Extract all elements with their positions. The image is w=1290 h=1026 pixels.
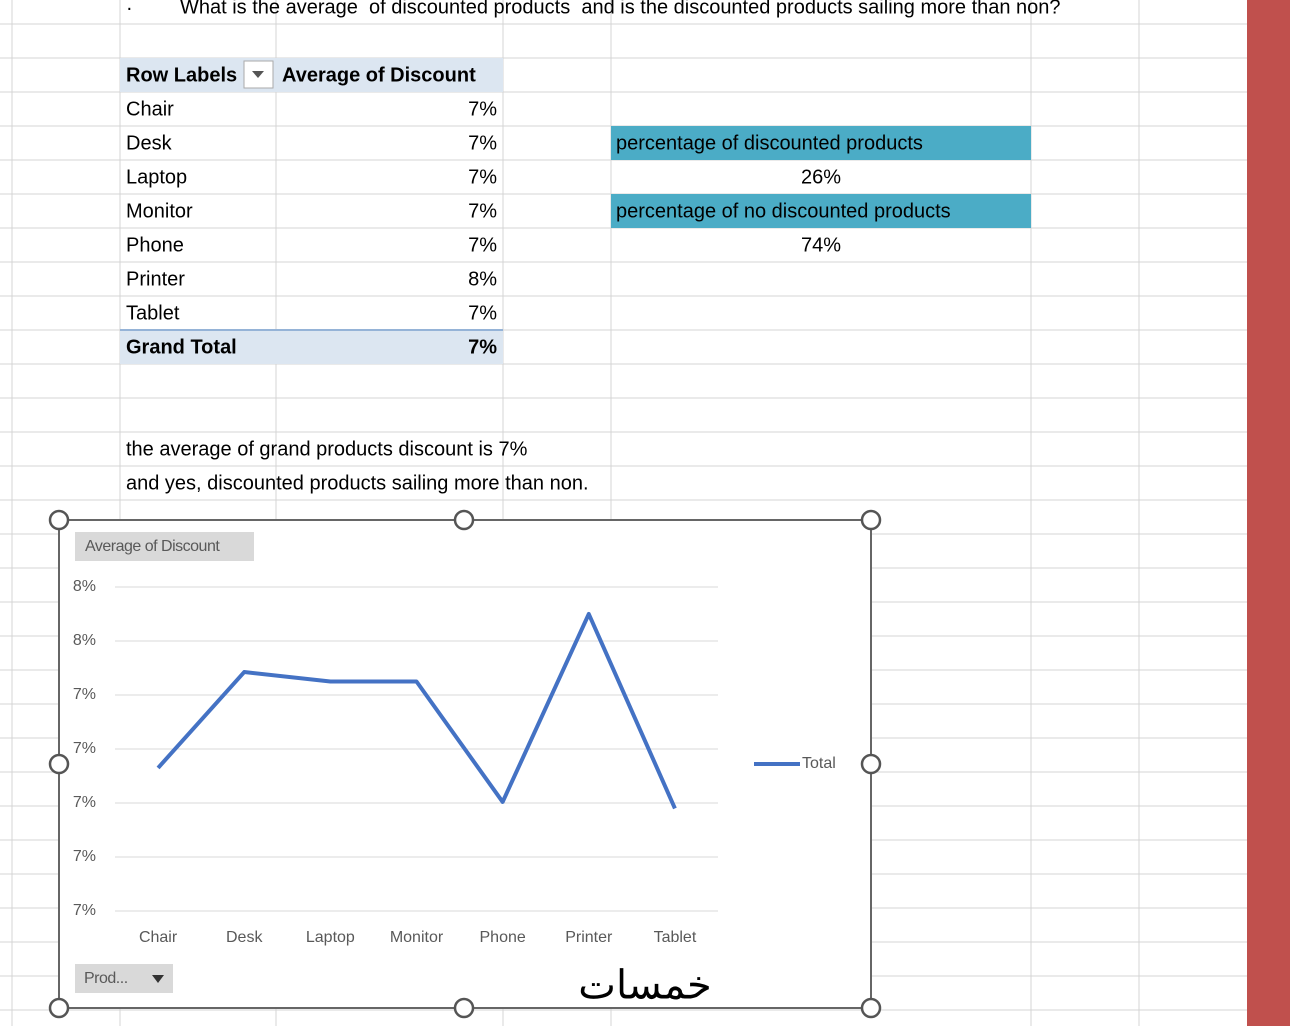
- x-tick-label: Monitor: [390, 929, 444, 946]
- row-label: Desk: [126, 132, 173, 154]
- total-value: 7%: [468, 336, 497, 358]
- field-button[interactable]: [75, 532, 254, 561]
- row-label: Printer: [126, 268, 185, 290]
- row-value: 8%: [468, 268, 497, 290]
- row-label: Phone: [126, 234, 184, 256]
- row-label: Monitor: [126, 200, 193, 222]
- row-label: Tablet: [126, 302, 180, 324]
- pivot-header-bg: [120, 58, 503, 92]
- summary-value: 26%: [801, 166, 841, 188]
- summary-label: percentage of discounted products: [616, 132, 923, 154]
- resize-handle[interactable]: [860, 509, 882, 531]
- row-label: Chair: [126, 98, 174, 120]
- watermark: خمسات: [578, 964, 711, 1008]
- y-tick-label: 8%: [73, 632, 96, 649]
- y-tick-label: 7%: [73, 902, 96, 919]
- x-tick-label: Printer: [565, 929, 613, 946]
- resize-handle[interactable]: [453, 997, 475, 1019]
- note: the average of grand products discount i…: [126, 438, 528, 460]
- dropdown-arrow: [252, 71, 264, 78]
- summary-label-bg: [611, 194, 1031, 228]
- bullet: ·: [126, 0, 133, 19]
- line-series: [156, 612, 677, 810]
- resize-handle[interactable]: [860, 753, 882, 775]
- resize-handle[interactable]: [48, 753, 70, 775]
- x-tick-label: Laptop: [306, 929, 355, 946]
- summary-value: 74%: [801, 234, 841, 256]
- filter-dropdown[interactable]: [243, 60, 274, 89]
- x-tick-label: Tablet: [654, 929, 697, 946]
- y-tick-label: 7%: [73, 740, 96, 757]
- pivot-header: Row Labels: [126, 64, 237, 86]
- row-value: 7%: [468, 200, 497, 222]
- x-tick-label: Phone: [480, 929, 526, 946]
- legend-label: Total: [802, 755, 836, 772]
- resize-handle[interactable]: [860, 997, 882, 1019]
- chart-area[interactable]: [58, 519, 872, 1009]
- row-value: 7%: [468, 98, 497, 120]
- question: What is the average of discounted produc…: [180, 0, 1061, 18]
- side-bar: [1247, 0, 1290, 1026]
- y-tick-label: 7%: [73, 794, 96, 811]
- resize-handle[interactable]: [453, 509, 475, 531]
- field-button-label: Average of Discount: [85, 538, 220, 555]
- total-label: Grand Total: [126, 336, 237, 358]
- row-value: 7%: [468, 132, 497, 154]
- resize-handle[interactable]: [48, 997, 70, 1019]
- row-value: 7%: [468, 234, 497, 256]
- resize-handle[interactable]: [48, 509, 70, 531]
- y-tick-label: 8%: [73, 578, 96, 595]
- note: and yes, discounted products sailing mor…: [126, 472, 589, 494]
- x-tick-label: Chair: [139, 929, 178, 946]
- summary-label: percentage of no discounted products: [616, 200, 951, 222]
- row-value: 7%: [468, 166, 497, 188]
- pivot-header: Average of Discount: [282, 64, 476, 86]
- y-tick-label: 7%: [73, 848, 96, 865]
- y-tick-label: 7%: [73, 686, 96, 703]
- row-label: Laptop: [126, 166, 187, 188]
- summary-label-bg: [611, 126, 1031, 160]
- filter-arrow: [152, 975, 164, 983]
- row-value: 7%: [468, 302, 497, 324]
- pivot-total-bg: [120, 330, 503, 364]
- filter-button-label: Prod...: [84, 970, 128, 987]
- x-tick-label: Desk: [226, 929, 263, 946]
